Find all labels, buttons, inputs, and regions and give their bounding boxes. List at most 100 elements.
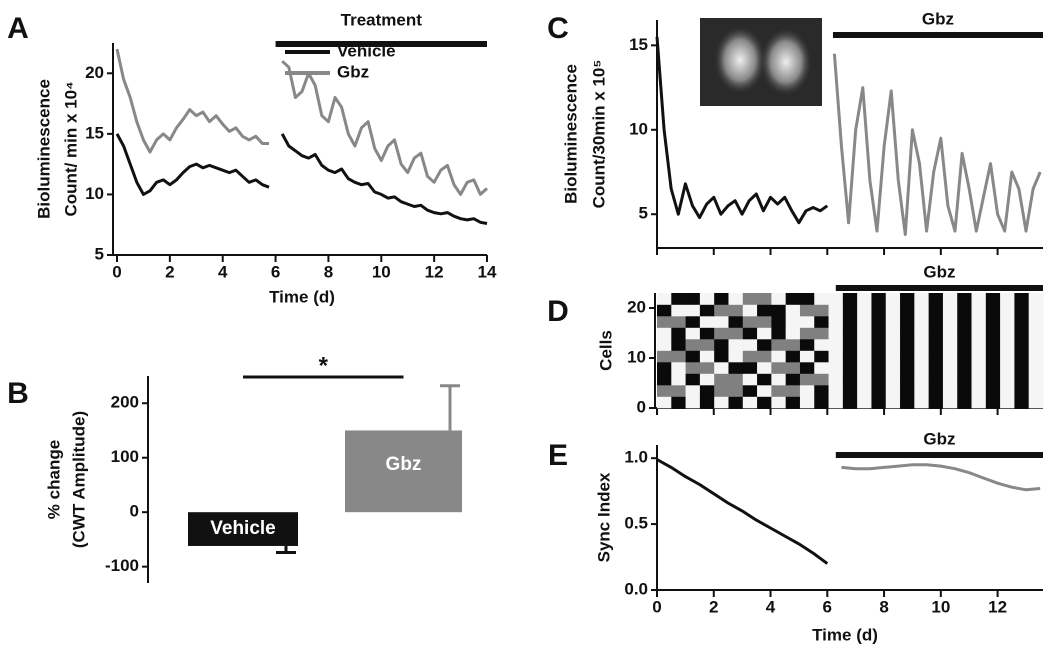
y-axis-label: Sync Index bbox=[594, 472, 613, 562]
heatmap-cell bbox=[728, 304, 744, 317]
heatmap-cell bbox=[914, 327, 929, 340]
heatmap-cell bbox=[885, 385, 901, 397]
heatmap-cell bbox=[885, 316, 901, 328]
heatmap-cell bbox=[699, 362, 715, 374]
heatmap-cell bbox=[942, 339, 958, 351]
heatmap-cell bbox=[828, 385, 844, 397]
heatmap-cell bbox=[914, 350, 929, 363]
heatmap-cell bbox=[799, 385, 815, 397]
heatmap-cell bbox=[785, 293, 801, 305]
x-axis-label: Time (d) bbox=[269, 287, 335, 306]
heatmap-cell bbox=[828, 396, 844, 409]
heatmap-cell bbox=[771, 385, 786, 397]
heatmap-cell bbox=[757, 304, 772, 317]
annotation: Gbz bbox=[923, 429, 955, 448]
inset-blob bbox=[760, 28, 812, 96]
heatmap-cell bbox=[799, 373, 815, 386]
panel-letter: E bbox=[548, 439, 568, 472]
annotation: Gbz bbox=[923, 262, 955, 281]
heatmap-cell bbox=[785, 396, 801, 409]
heatmap-cell bbox=[928, 362, 944, 374]
heatmap-cell bbox=[685, 304, 701, 317]
heatmap-cell bbox=[671, 362, 686, 374]
heatmap-cell bbox=[828, 373, 844, 386]
heatmap-cell bbox=[1014, 339, 1030, 351]
heatmap-cell bbox=[728, 316, 744, 328]
y-axis-label: Count/ min x 10⁴ bbox=[61, 82, 80, 217]
heatmap-cell bbox=[757, 339, 772, 351]
series-line bbox=[655, 36, 829, 225]
heatmap-cell bbox=[971, 327, 987, 340]
heatmap-cell bbox=[742, 316, 758, 328]
heatmap-cell bbox=[842, 304, 858, 317]
heatmap-cell bbox=[985, 350, 1001, 363]
heatmap-cell bbox=[885, 339, 901, 351]
heatmap-cell bbox=[657, 304, 672, 317]
x-tick-label: 12 bbox=[425, 262, 444, 281]
heatmap-cell bbox=[957, 396, 972, 409]
heatmap-cell bbox=[728, 373, 744, 386]
heatmap-cell bbox=[900, 350, 915, 363]
heatmap-cell bbox=[871, 373, 887, 386]
heatmap-cell bbox=[814, 396, 829, 409]
heatmap-cell bbox=[900, 316, 915, 328]
y-tick-label: 10 bbox=[627, 347, 646, 366]
heatmap-cell bbox=[714, 327, 729, 340]
heatmap-cell bbox=[885, 362, 901, 374]
heatmap-cell bbox=[714, 396, 729, 409]
x-tick-label: 0 bbox=[112, 262, 121, 281]
heatmap-cell bbox=[728, 293, 744, 305]
heatmap-cell bbox=[942, 373, 958, 386]
heatmap-cell bbox=[757, 396, 772, 409]
heatmap-cell bbox=[685, 396, 701, 409]
heatmap-cell bbox=[685, 373, 701, 386]
heatmap-cell bbox=[871, 327, 887, 340]
heatmap-cell bbox=[1000, 327, 1015, 340]
heatmap-cell bbox=[971, 293, 987, 305]
heatmap-cell bbox=[671, 304, 686, 317]
heatmap-cell bbox=[657, 327, 672, 340]
heatmap-cell bbox=[985, 304, 1001, 317]
heatmap-cell bbox=[871, 339, 887, 351]
heatmap-cell bbox=[857, 396, 872, 409]
heatmap-cell bbox=[1000, 385, 1015, 397]
legend-label: Vehicle bbox=[337, 41, 396, 60]
y-axis-label: % change bbox=[44, 440, 63, 519]
inset-image bbox=[700, 18, 822, 106]
heatmap-cell bbox=[957, 339, 972, 351]
heatmap-cell bbox=[985, 373, 1001, 386]
heatmap-cell bbox=[842, 385, 858, 397]
heatmap-cell bbox=[814, 293, 829, 305]
heatmap-cell bbox=[857, 293, 872, 305]
heatmap-cell bbox=[914, 339, 929, 351]
heatmap-cell bbox=[714, 350, 729, 363]
heatmap-cell bbox=[742, 396, 758, 409]
heatmap-cell bbox=[828, 362, 844, 374]
heatmap-cell bbox=[799, 396, 815, 409]
heatmap-cell bbox=[785, 350, 801, 363]
heatmap-cell bbox=[900, 293, 915, 305]
y-tick-label: 5 bbox=[639, 204, 648, 223]
y-tick-label: 15 bbox=[629, 35, 648, 54]
heatmap-cell bbox=[1028, 304, 1044, 317]
y-tick-label: 10 bbox=[85, 184, 104, 203]
heatmap-cell bbox=[685, 293, 701, 305]
heatmap-cell bbox=[757, 362, 772, 374]
heatmap-cell bbox=[714, 362, 729, 374]
heatmap-cell bbox=[699, 396, 715, 409]
significance-mark: * bbox=[319, 352, 329, 379]
heatmap-cell bbox=[1000, 350, 1015, 363]
heatmap-cell bbox=[1014, 304, 1030, 317]
heatmap-cell bbox=[714, 339, 729, 351]
heatmap-cell bbox=[914, 396, 929, 409]
heatmap-cell bbox=[914, 316, 929, 328]
heatmap-cell bbox=[799, 304, 815, 317]
heatmap-cell bbox=[900, 396, 915, 409]
heatmap-cell bbox=[1014, 293, 1030, 305]
heatmap-cell bbox=[799, 293, 815, 305]
heatmap-cell bbox=[785, 316, 801, 328]
heatmap-cell bbox=[928, 293, 944, 305]
heatmap-cell bbox=[900, 362, 915, 374]
heatmap-cell bbox=[699, 293, 715, 305]
heatmap-cell bbox=[742, 362, 758, 374]
